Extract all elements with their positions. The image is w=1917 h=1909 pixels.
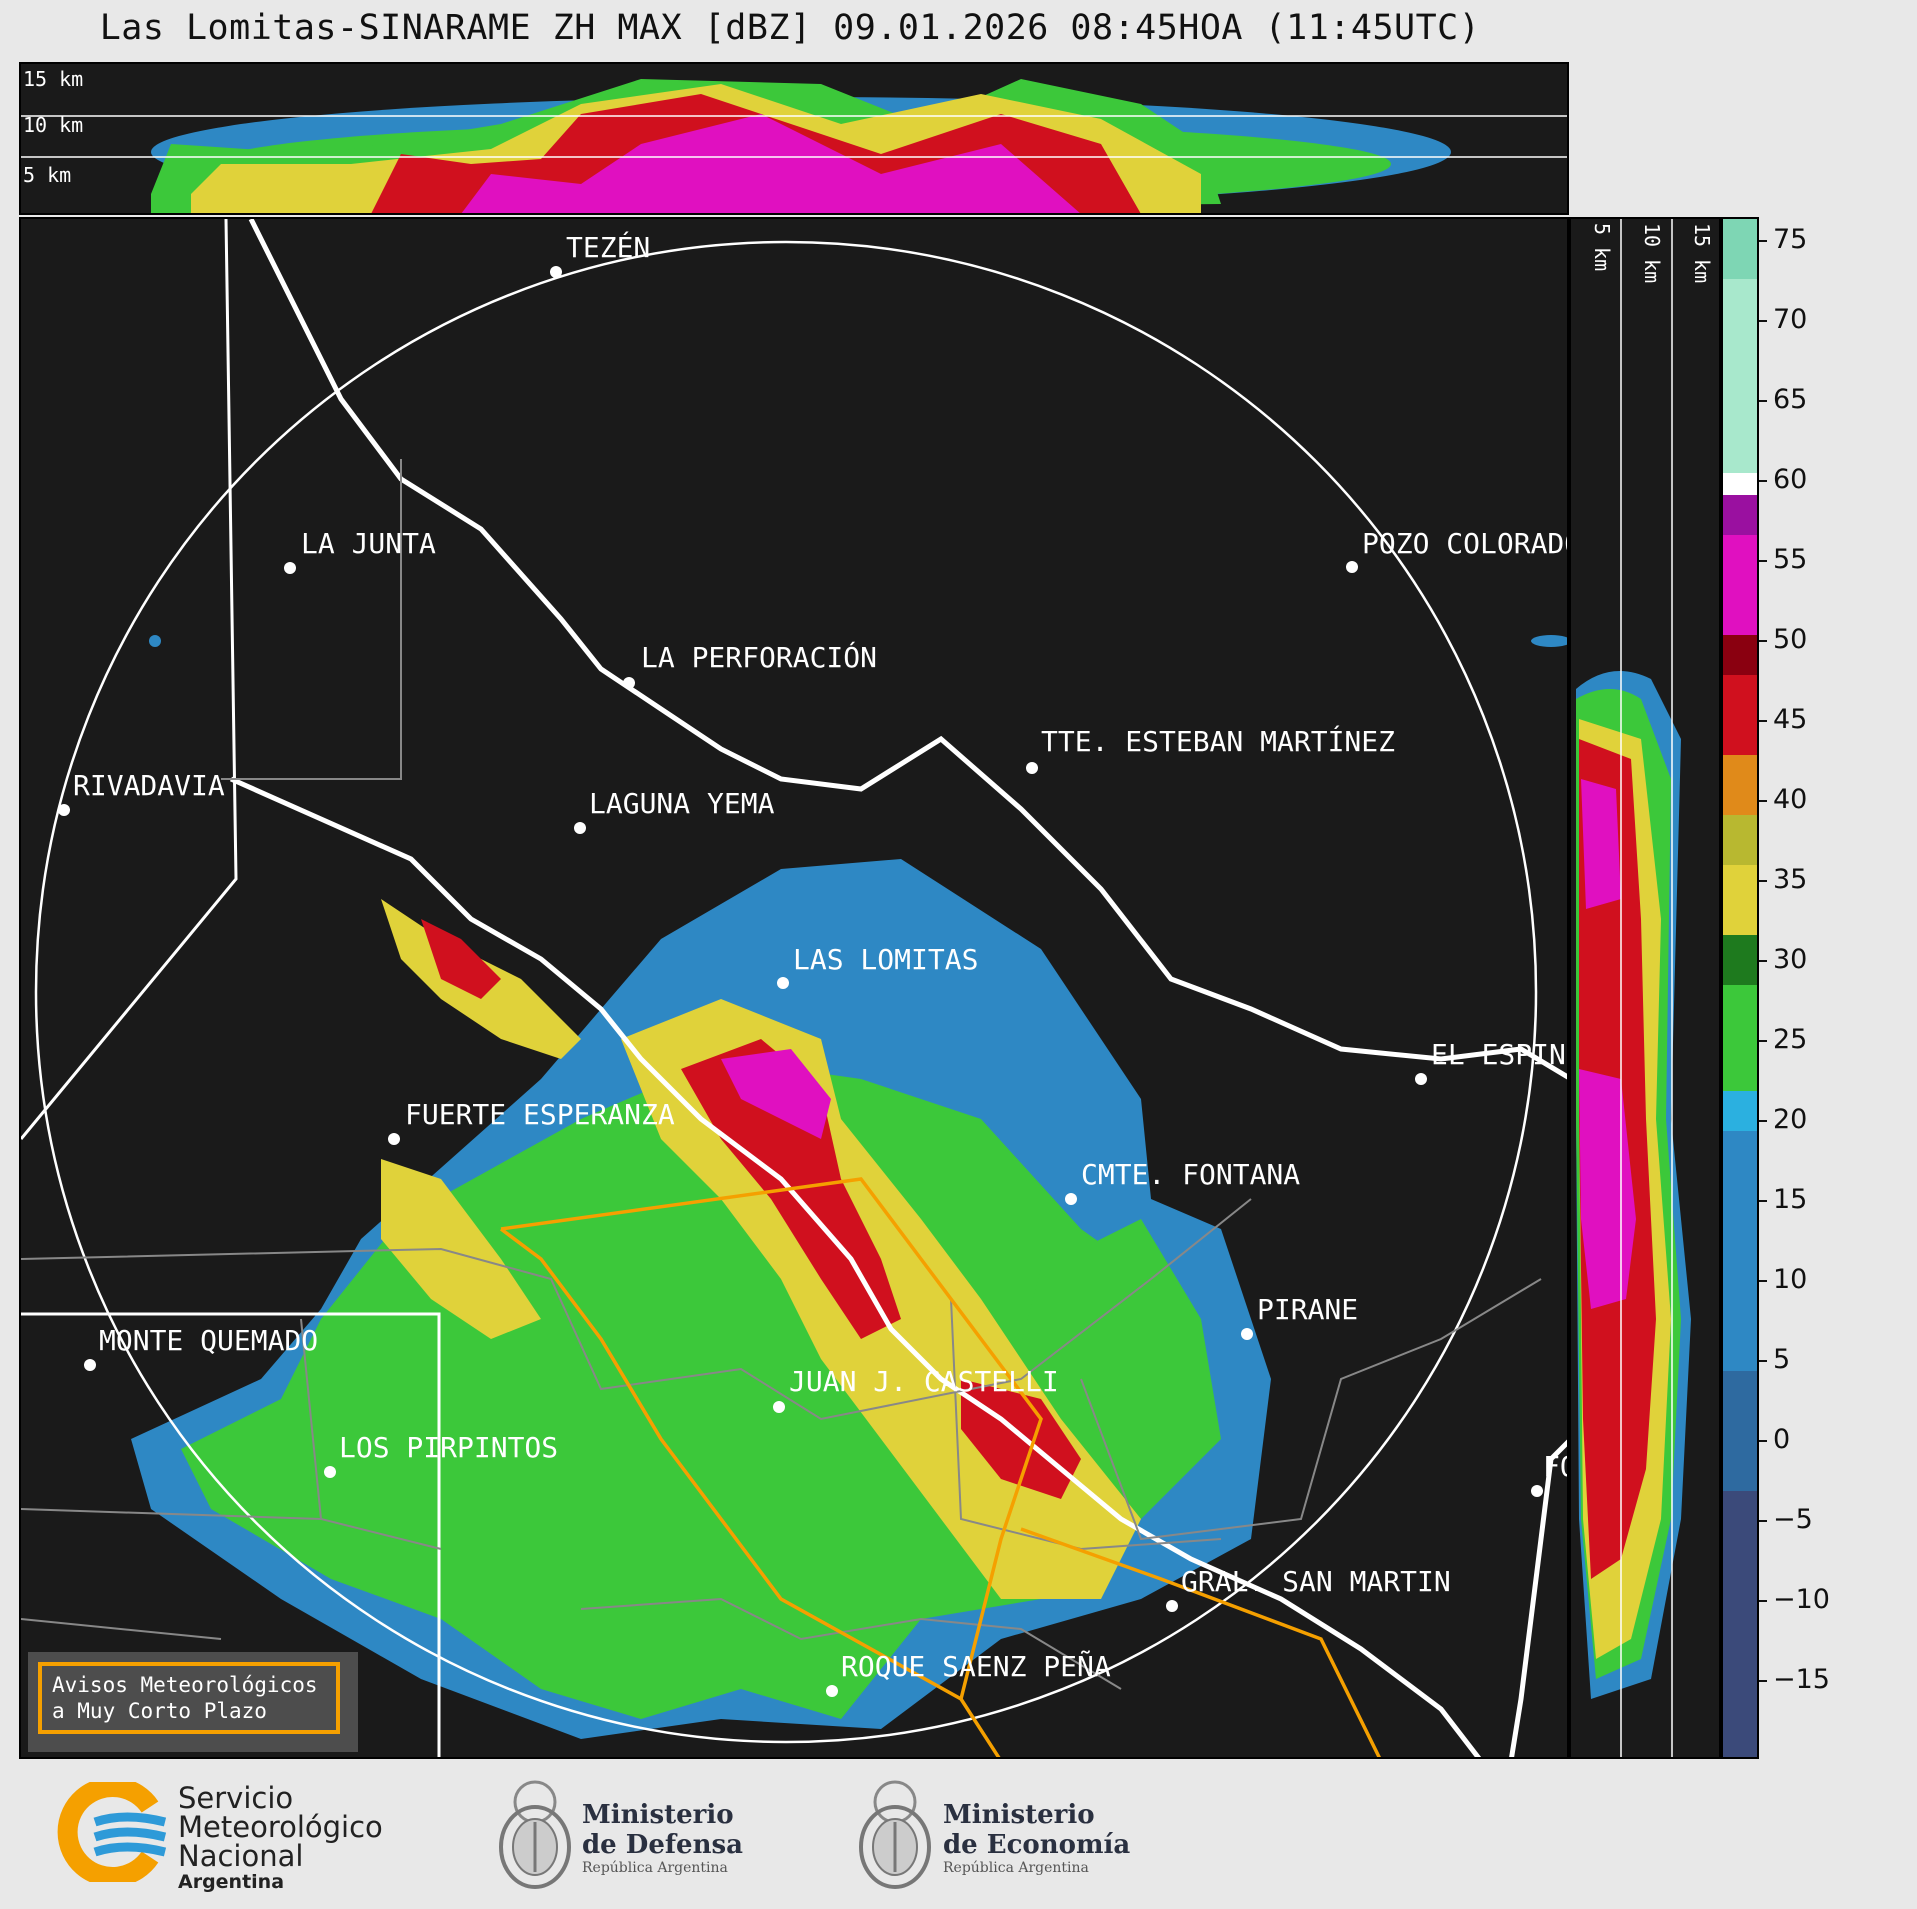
place-label[interactable]: ROQUE SAENZ PEÑA: [841, 1649, 1111, 1683]
country-borders: [229, 219, 1567, 1757]
height-label-10km: 10 km: [23, 113, 83, 137]
colorbar-tick: 15: [1759, 1184, 1807, 1215]
colorbar-tick: 30: [1759, 944, 1807, 975]
colorbar-tick: 35: [1759, 864, 1807, 895]
smn-logo-icon: [57, 1782, 167, 1882]
smn-logo-line-2: Meteorológico: [178, 1810, 383, 1844]
colorbar-tick: −5: [1759, 1504, 1813, 1535]
colorbar-tick: 5: [1759, 1344, 1790, 1375]
radar-map-svg: TEZÉN LA JUNTA POZO COLORADO LA PERFORAC…: [21, 219, 1569, 1757]
height-label-15km: 15 km: [1690, 223, 1714, 283]
dbz-colorbar: [1721, 217, 1759, 1759]
place-label[interactable]: PIRANE: [1257, 1293, 1358, 1326]
defensa-logo-line-1: Ministerio: [582, 1800, 734, 1830]
top-cross-section-echo: 15 km 10 km 5 km: [21, 67, 1567, 213]
place-label[interactable]: TTE. ESTEBAN MARTÍNEZ: [1041, 724, 1395, 758]
economia-seal-icon: [859, 1780, 931, 1889]
footer-logos: Servicio Meteorológico Nacional Argentin…: [0, 1760, 1917, 1909]
defensa-logo-line-2: de Defensa: [582, 1830, 743, 1860]
colorbar-ticks: 75 70 65 60 55 50 45 40 35 30 25 20 15 1…: [1759, 217, 1879, 1759]
place-label[interactable]: LAGUNA YEMA: [589, 787, 775, 820]
place-label[interactable]: JUAN J. CASTELLI: [789, 1365, 1059, 1398]
colorbar-tick: 60: [1759, 464, 1807, 495]
colorbar-tick: −10: [1759, 1584, 1830, 1615]
colorbar-tick: 65: [1759, 384, 1807, 415]
place-label[interactable]: EL ESPINILLO: [1431, 1038, 1569, 1071]
alert-line-1: Avisos Meteorológicos: [52, 1673, 318, 1697]
place-label[interactable]: LOS PIRPINTOS: [339, 1431, 558, 1464]
place-label[interactable]: FUERTE ESPERANZA: [405, 1098, 675, 1131]
alert-box-frame: Avisos Meteorológicos a Muy Corto Plazo: [38, 1662, 340, 1734]
place-label[interactable]: MONTE QUEMADO: [99, 1324, 318, 1357]
defensa-logo-line-3: República Argentina: [582, 1860, 728, 1876]
colorbar-tick: 0: [1759, 1424, 1790, 1455]
height-label-15km: 15 km: [23, 67, 83, 91]
smn-logo-line-4: Argentina: [178, 1871, 285, 1893]
radar-echoes: [131, 635, 1567, 1739]
colorbar-tick: 40: [1759, 784, 1807, 815]
place-label[interactable]: LA JUNTA: [301, 527, 436, 560]
height-label-10km: 10 km: [1640, 223, 1664, 283]
place-label[interactable]: GRAL. SAN MARTIN: [1181, 1565, 1451, 1598]
place-label[interactable]: POZO COLORADO: [1362, 527, 1569, 560]
economia-logo-line-1: Ministerio: [943, 1800, 1095, 1830]
place-label[interactable]: FO: [1543, 1450, 1569, 1483]
radar-map[interactable]: TEZÉN LA JUNTA POZO COLORADO LA PERFORAC…: [19, 217, 1569, 1759]
route-lines: [499, 1177, 1381, 1757]
province-borders: [21, 219, 441, 1757]
side-cross-section-panel: 5 km 10 km 15 km: [1569, 217, 1721, 1759]
place-label[interactable]: RIVADAVIA: [73, 769, 225, 802]
place-label[interactable]: CMTE. FONTANA: [1081, 1158, 1300, 1191]
economia-logo-line-2: de Economía: [943, 1830, 1131, 1860]
smn-logo-line-3: Nacional: [178, 1839, 304, 1873]
place-label[interactable]: LAS LOMITAS: [793, 943, 978, 976]
colorbar-tick: −15: [1759, 1664, 1830, 1695]
place-markers: TEZÉN LA JUNTA POZO COLORADO LA PERFORAC…: [58, 230, 1569, 1697]
map-title: Las Lomitas-SINARAME ZH MAX [dBZ] 09.01.…: [99, 8, 1481, 48]
alert-box[interactable]: Avisos Meteorológicos a Muy Corto Plazo: [28, 1652, 358, 1752]
colorbar-tick: 45: [1759, 704, 1807, 735]
colorbar-tick: 10: [1759, 1264, 1807, 1295]
height-label-5km: 5 km: [1590, 223, 1614, 271]
defensa-seal-icon: [499, 1780, 571, 1889]
economia-logo-line-3: República Argentina: [943, 1860, 1089, 1876]
place-label[interactable]: TEZÉN: [566, 230, 650, 264]
colorbar-gradient: [1723, 219, 1757, 1757]
side-cross-section-echo: 5 km 10 km 15 km: [1576, 219, 1714, 1757]
range-ring: [34, 240, 1538, 1744]
alert-line-2: a Muy Corto Plazo: [52, 1699, 267, 1723]
colorbar-tick: 70: [1759, 304, 1807, 335]
place-label[interactable]: LA PERFORACIÓN: [641, 640, 877, 674]
height-label-5km: 5 km: [23, 163, 71, 187]
colorbar-tick: 75: [1759, 224, 1807, 255]
colorbar-tick: 20: [1759, 1104, 1807, 1135]
colorbar-tick: 55: [1759, 544, 1807, 575]
colorbar-tick: 50: [1759, 624, 1807, 655]
top-cross-section-panel: 15 km 10 km 5 km: [19, 62, 1569, 215]
department-borders: [21, 459, 1542, 1690]
colorbar-tick: 25: [1759, 1024, 1807, 1055]
smn-logo-line-1: Servicio: [178, 1781, 294, 1815]
